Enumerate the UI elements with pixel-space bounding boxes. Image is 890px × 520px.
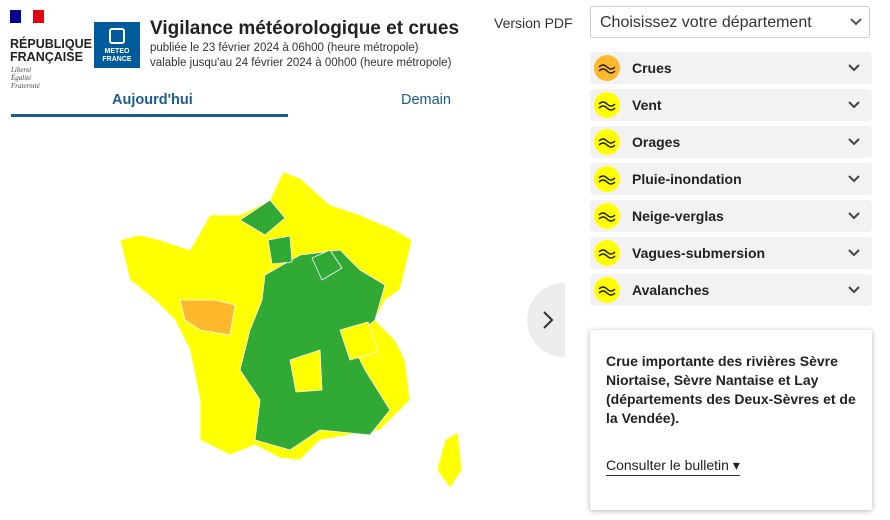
next-arrow[interactable] (527, 283, 565, 357)
meteo-logo: METEO FRANCE (94, 22, 140, 68)
phenomenon[interactable]: Avalanches (590, 274, 872, 306)
corsica (436, 431, 463, 489)
department-select[interactable]: Choisissez votre département (590, 6, 870, 38)
alert-box: Crue importante des rivières Sèvre Niort… (590, 330, 872, 510)
icon (594, 55, 620, 81)
icon-glyph (598, 249, 616, 259)
green-zone (311, 249, 343, 281)
phenomenon-label: Orages (632, 134, 681, 150)
chevron (848, 286, 860, 294)
chevron (850, 18, 862, 26)
chevron (848, 101, 860, 109)
phenomenon[interactable]: Orages (590, 126, 872, 158)
valid: valable jusqu'au 24 février 2024 à 00h00… (150, 57, 452, 69)
tab-underline (11, 114, 288, 117)
text: Choisissez votre département (600, 14, 812, 31)
text: RÉPUBLIQUE (10, 37, 92, 51)
icon (594, 277, 620, 303)
phenomenon[interactable]: Vent (590, 89, 872, 121)
flag (10, 10, 44, 23)
chevron (848, 249, 860, 257)
bulletin-link[interactable]: Consulter le bulletin ▾ (606, 457, 740, 476)
phenomenon-label: Vent (632, 97, 662, 113)
icon (594, 129, 620, 155)
map (119, 171, 463, 489)
text: METEO (104, 48, 130, 55)
text: FRANÇAISE (10, 50, 83, 64)
phenomenon-label: Neige-verglas (632, 208, 724, 224)
icon (594, 92, 620, 118)
tab[interactable]: Demain (401, 92, 451, 108)
icon-glyph (598, 138, 616, 148)
text: Consulter le bulletin (606, 457, 729, 473)
phenomenon-label: Pluie-inondation (632, 171, 742, 187)
icons (594, 55, 860, 81)
icon (594, 203, 620, 229)
icons (594, 166, 860, 192)
phenomenon[interactable]: Pluie-inondation (590, 163, 872, 195)
chevron (848, 175, 860, 183)
icons (594, 203, 860, 229)
devise: Liberté Égalité Fraternité (11, 66, 40, 90)
chevron (848, 64, 860, 72)
icon-glyph (598, 175, 616, 185)
pdf-link[interactable]: Version PDF (494, 15, 573, 31)
icons (594, 92, 860, 118)
alert-text: Crue importante des rivières Sèvre Niort… (606, 353, 856, 426)
icon (594, 166, 620, 192)
icon-glyph (598, 286, 616, 296)
tab[interactable]: Aujourd'hui (112, 92, 193, 108)
phenomenon-label: Crues (632, 60, 672, 76)
icons (594, 240, 860, 266)
published: publiée le 23 février 2024 à 06h00 (heur… (150, 42, 419, 54)
phenomenon[interactable]: Vagues-submersion (590, 237, 872, 269)
chevron (848, 212, 860, 220)
orange-zone (179, 299, 236, 336)
icon-glyph (598, 64, 616, 74)
green-zone (239, 249, 391, 451)
text: Égalité (11, 74, 32, 82)
icon (594, 240, 620, 266)
icon-glyph (598, 212, 616, 222)
phenomenon[interactable]: Crues (590, 52, 872, 84)
text: Fraternité (11, 82, 40, 90)
yellow-zone (289, 349, 323, 393)
text: Liberté (11, 66, 32, 74)
title: Vigilance météorologique et crues (150, 18, 460, 39)
phenomenon-label: Vagues-submersion (632, 245, 766, 261)
green-zone (239, 199, 286, 236)
icons (594, 129, 860, 155)
phenomenon[interactable]: Neige-verglas (590, 200, 872, 232)
icons (594, 277, 860, 303)
green-zone (267, 235, 293, 265)
icon-glyph (598, 101, 616, 111)
chevron (848, 138, 860, 146)
yellow-zone (339, 321, 379, 361)
text: FRANCE (102, 56, 132, 63)
republique: RÉPUBLIQUE FRANÇAISE (10, 38, 92, 64)
phenomenon-label: Avalanches (632, 282, 710, 298)
